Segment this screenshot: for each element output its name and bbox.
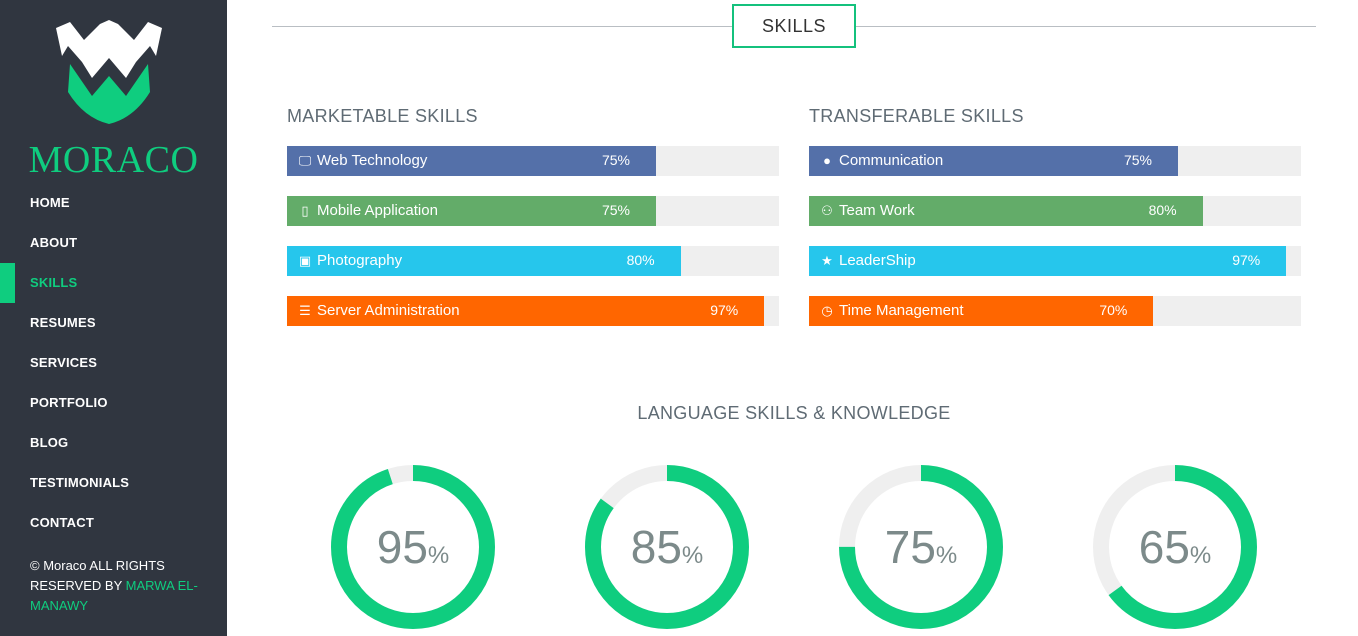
skill-label: Web Technology: [317, 152, 428, 169]
main-nav: HOME ABOUT SKILLS RESUMES SERVICES PORTF…: [0, 183, 227, 543]
logo[interactable]: MORACO: [0, 14, 227, 181]
skill-label: LeaderShip: [839, 252, 916, 269]
progress-ring: [839, 465, 1003, 629]
language-circle: 75%: [836, 462, 1006, 632]
language-circle: 85%: [582, 462, 752, 632]
skill-fill: [287, 146, 656, 176]
transferable-skills-title: TRANSFERABLE SKILLS: [809, 106, 1024, 126]
brand-name: MORACO: [28, 139, 199, 181]
nav-item-testimonials[interactable]: TESTIMONIALS: [30, 475, 130, 490]
skill-label: Team Work: [839, 202, 915, 219]
monitor-icon: 🖵︎: [298, 153, 312, 168]
progress-ring: [585, 465, 749, 629]
skill-fill: [287, 196, 656, 226]
language-circle: 65%: [1090, 462, 1260, 632]
skill-percent: 80%: [1148, 202, 1177, 218]
camera-icon: ▣: [298, 253, 312, 268]
skill-fill: [809, 296, 1154, 326]
copyright-text: © Moraco ALL RIGHTS RESERVED BY: [30, 558, 165, 593]
skill-label: Server Administration: [317, 302, 460, 319]
language-value: 75: [884, 521, 936, 573]
section-title: SKILLS: [732, 4, 856, 48]
skill-percent: 75%: [601, 202, 630, 218]
skill-percent: 75%: [601, 152, 630, 168]
skill-bar-mobile-application: ▯ Mobile Application 75%: [287, 196, 779, 226]
users-icon: ⚇: [821, 203, 833, 218]
trophy-icon: ★: [821, 253, 833, 268]
skill-bar-server-administration: ☰ Server Administration 97%: [287, 296, 779, 326]
language-unit: %: [1189, 542, 1212, 569]
skill-label: Communication: [839, 152, 944, 169]
skill-bar-time-management: ◷ Time Management 70%: [809, 296, 1301, 326]
language-circle: 95%: [328, 462, 498, 632]
skill-fill: [809, 196, 1203, 226]
ring-progress: [839, 465, 1003, 629]
skill-fill: [287, 246, 681, 276]
ring-progress: [1093, 465, 1257, 629]
skill-fill: [809, 246, 1287, 276]
clock-icon: ◷: [821, 303, 833, 318]
skill-fill: [287, 296, 765, 326]
language-skills-title: LANGUAGE SKILLS & KNOWLEDGE: [637, 403, 951, 423]
skill-label: Photography: [317, 252, 403, 269]
skill-percent: 97%: [710, 302, 739, 318]
skill-percent: 75%: [1123, 152, 1152, 168]
nav-item-services[interactable]: SERVICES: [30, 355, 98, 370]
mobile-icon: ▯: [301, 203, 309, 218]
language-unit: %: [935, 542, 958, 569]
server-icon: ☰: [299, 303, 311, 318]
nav-item-resumes[interactable]: RESUMES: [30, 315, 96, 330]
skill-fill: [809, 146, 1178, 176]
skill-bar-web-technology: 🖵︎ Web Technology 75%: [287, 146, 779, 176]
language-value: 85: [630, 521, 682, 573]
marketable-skills-title: MARKETABLE SKILLS: [287, 106, 478, 126]
ring-progress: [585, 465, 749, 629]
nav-item-about[interactable]: ABOUT: [30, 235, 78, 250]
author-link[interactable]: MARWA EL-MANAWY: [30, 578, 198, 613]
language-unit: %: [681, 542, 704, 569]
sidebar: MORACO HOME ABOUT SKILLS RESUMES SERVICE…: [0, 0, 227, 636]
skill-percent: 70%: [1099, 302, 1128, 318]
copyright: © Moraco ALL RIGHTS RESERVED BY MARWA EL…: [30, 556, 210, 616]
skill-label: Mobile Application: [317, 202, 438, 219]
nav-item-home[interactable]: HOME: [30, 195, 70, 210]
skill-bar-team-work: ⚇ Team Work 80%: [809, 196, 1301, 226]
skill-bar-leadership: ★ LeaderShip 97%: [809, 246, 1301, 276]
nav-item-contact[interactable]: CONTACT: [30, 515, 94, 530]
language-value: 95: [376, 521, 428, 573]
nav-item-portfolio[interactable]: PORTFOLIO: [30, 395, 108, 410]
progress-ring: [331, 465, 495, 629]
skill-bar-photography: ▣ Photography 80%: [287, 246, 779, 276]
skill-label: Time Management: [839, 302, 964, 319]
shield-logo-icon: [56, 20, 162, 124]
progress-ring: [1093, 465, 1257, 629]
language-value: 65: [1138, 521, 1190, 573]
ring-progress: [331, 465, 495, 629]
nav-item-blog[interactable]: BLOG: [30, 435, 69, 450]
skill-percent: 97%: [1232, 252, 1261, 268]
comments-icon: ●: [823, 153, 831, 168]
language-unit: %: [427, 542, 450, 569]
skill-bar-communication: ● Communication 75%: [809, 146, 1301, 176]
skill-percent: 80%: [626, 252, 655, 268]
nav-item-skills[interactable]: SKILLS: [0, 263, 227, 303]
